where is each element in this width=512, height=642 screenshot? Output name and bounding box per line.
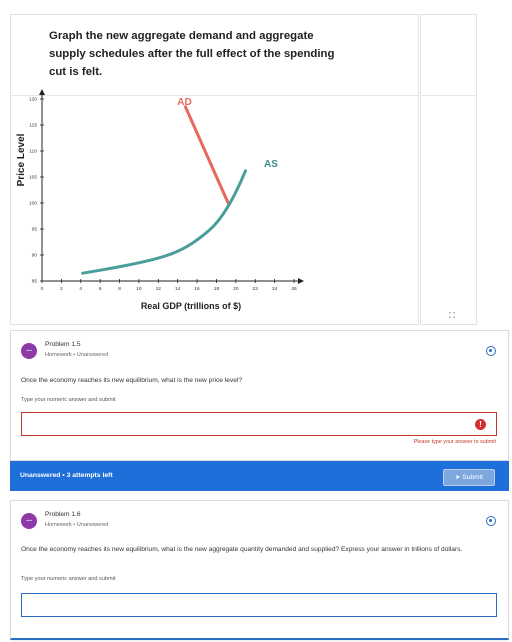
as-label: AS: [264, 159, 278, 170]
x-axis-arrow: [298, 278, 304, 284]
x-tick-label: 18: [214, 286, 220, 292]
submit-label: Submit: [462, 474, 483, 481]
problem-1-5-card: ... Problem 1.5 Homework • Unanswered On…: [10, 330, 509, 461]
error-message: Please type your answer to submit: [413, 439, 496, 445]
expand-icon[interactable]: ⛶: [449, 311, 455, 320]
problem-1-6-card: ... Problem 1.6 Homework • Unanswered On…: [10, 500, 509, 640]
y-tick-label: 95: [32, 227, 38, 233]
x-axis-title: Real GDP (trillions of $): [141, 301, 241, 311]
graph-tools-panel: ⛶: [420, 14, 477, 325]
problem-avatar: ...: [21, 343, 37, 359]
problem-question: Once the economy reaches its new equilib…: [21, 546, 463, 553]
x-tick-label: 0: [41, 286, 44, 292]
x-tick-label: 6: [99, 286, 102, 292]
x-tick-label: 8: [118, 286, 121, 292]
problem-avatar: ...: [21, 513, 37, 529]
send-icon: ➤: [455, 474, 463, 481]
status-bar: Unanswered • 3 attempts left ➤ Submit: [10, 461, 509, 491]
x-tick-label: 24: [272, 286, 278, 292]
problem-title: Problem 1.6: [45, 511, 81, 518]
graph-prompt: Graph the new aggregate demand and aggre…: [49, 30, 335, 78]
as-curve: [81, 169, 248, 275]
y-tick-label: 90: [32, 253, 38, 259]
x-tick-label: 12: [156, 286, 162, 292]
ad-label: AD: [177, 97, 191, 108]
error-icon: !: [475, 419, 486, 430]
y-tick-label: 100: [29, 201, 37, 207]
x-tick-label: 2: [60, 286, 63, 292]
x-tick-label: 16: [194, 286, 200, 292]
y-tick-label: 120: [29, 97, 37, 103]
y-tick-label: 115: [29, 123, 37, 129]
answer-hint: Type your numeric answer and submit: [21, 397, 116, 403]
y-tick-label: 105: [29, 175, 37, 181]
submit-button[interactable]: ➤ Submit: [443, 469, 495, 486]
problem-meta: Homework • Unanswered: [45, 352, 109, 358]
y-tick-label: 110: [29, 149, 37, 155]
y-axis-arrow: [39, 89, 45, 95]
x-tick-label: 10: [136, 286, 142, 292]
y-axis-title: Price Level: [16, 133, 27, 186]
graph-divider: [11, 95, 418, 96]
attempts-status: Unanswered • 3 attempts left: [20, 472, 113, 479]
problem-title: Problem 1.5: [45, 341, 81, 348]
target-icon[interactable]: [486, 346, 496, 356]
tools-divider: [421, 95, 476, 96]
x-tick-label: 14: [175, 286, 181, 292]
problem-meta: Homework • Unanswered: [45, 522, 109, 528]
x-tick-label: 20: [233, 286, 239, 292]
target-icon[interactable]: [486, 516, 496, 526]
answer-input[interactable]: !: [21, 412, 497, 436]
answer-hint: Type your numeric answer and submit: [21, 576, 116, 582]
x-tick-label: 26: [291, 286, 297, 292]
problem-question: Once the economy reaches its new equilib…: [21, 377, 243, 384]
x-tick-label: 4: [79, 286, 82, 292]
graph-card: Graph the new aggregate demand and aggre…: [10, 14, 419, 325]
answer-input[interactable]: [21, 593, 497, 617]
y-tick-label: 85: [32, 279, 38, 285]
ad-curve: [183, 105, 230, 205]
x-tick-label: 22: [253, 286, 259, 292]
